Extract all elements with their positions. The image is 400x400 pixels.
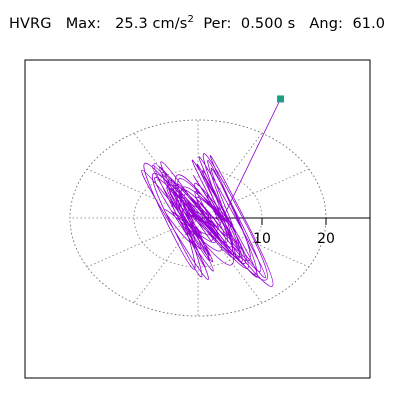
period-label: Per: [203, 16, 232, 32]
grid-spoke-240 [133, 217, 199, 304]
chart-header: HVRG Max: 25.3 cm/s2 Per: 0.500 s Ang: 6… [9, 14, 386, 32]
ring-label-2: 20 [317, 231, 335, 247]
motion-traces [141, 98, 281, 287]
angle-value: 61.0 [352, 16, 386, 32]
max-value: 25.3 cm/s [115, 16, 188, 32]
grid-spoke-300 [197, 217, 263, 304]
grid-spoke-120 [133, 132, 199, 219]
motion-trace-tail [211, 98, 281, 242]
max-label: Max: [65, 16, 101, 32]
max-exponent: 2 [187, 14, 194, 25]
motion-trace-1 [141, 153, 274, 287]
ring-labels: 10 20 [253, 231, 335, 247]
station-code: HVRG [9, 16, 52, 32]
ring-label-1: 10 [253, 231, 271, 247]
grid-spoke-210 [86, 217, 199, 268]
end-marker-square [277, 95, 285, 103]
period-value: 0.500 s [240, 16, 296, 32]
end-marker [277, 95, 285, 103]
angle-label: Ang: [309, 16, 344, 32]
plot-frame [24, 59, 371, 379]
grid-spoke-60 [197, 132, 263, 219]
